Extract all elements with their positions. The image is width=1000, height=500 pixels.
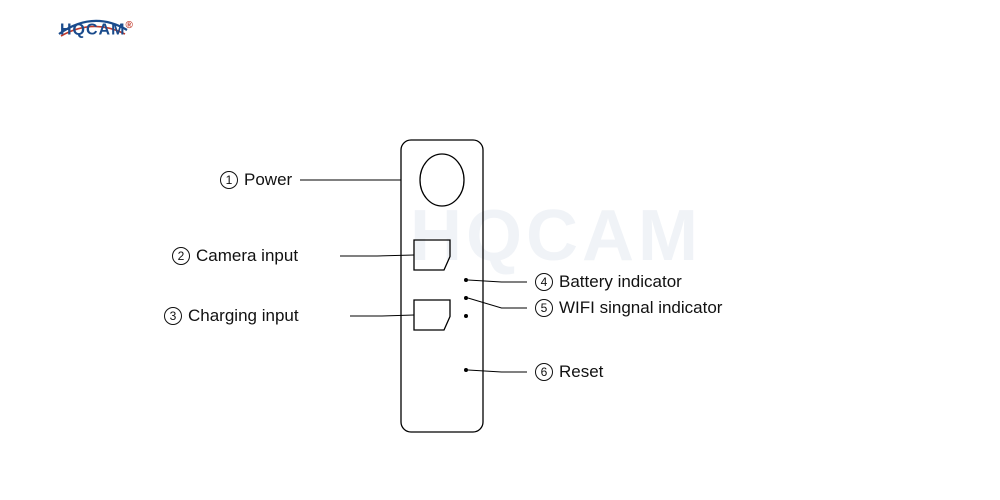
leader-line (340, 255, 414, 256)
right-callout: 6 Reset (535, 362, 603, 382)
leader-line (468, 298, 527, 308)
device-body (401, 140, 483, 432)
right-callout: 5 WIFI singnal indicator (535, 298, 722, 318)
callout-number: 4 (535, 273, 553, 291)
callout-number: 2 (172, 247, 190, 265)
callout-text: Camera input (196, 246, 298, 266)
callout-number: 6 (535, 363, 553, 381)
callout-text: WIFI singnal indicator (559, 298, 722, 318)
leader-line (468, 370, 527, 372)
callout-text: Charging input (188, 306, 299, 326)
leader-line (350, 315, 414, 316)
callout-number: 3 (164, 307, 182, 325)
callout-text: Battery indicator (559, 272, 682, 292)
callout-text: Reset (559, 362, 603, 382)
left-callout: 2 Camera input (172, 246, 298, 266)
indicator-dot (464, 368, 468, 372)
callout-number: 1 (220, 171, 238, 189)
right-callout: 4 Battery indicator (535, 272, 682, 292)
device-diagram (0, 0, 1000, 500)
left-callout: 3 Charging input (164, 306, 299, 326)
indicator-dot (464, 314, 468, 318)
leader-line (468, 280, 527, 282)
left-callout: 1 Power (220, 170, 292, 190)
power-button-shape (420, 154, 464, 206)
callout-text: Power (244, 170, 292, 190)
camera-port-shape (414, 240, 450, 270)
indicator-dot (464, 296, 468, 300)
indicator-dot (464, 278, 468, 282)
charging-port-shape (414, 300, 450, 330)
callout-number: 5 (535, 299, 553, 317)
